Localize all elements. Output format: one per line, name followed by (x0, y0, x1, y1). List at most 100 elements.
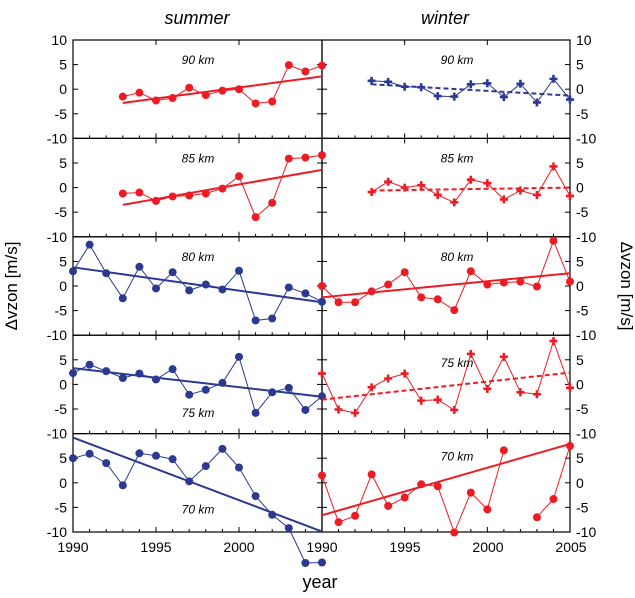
data-point (201, 280, 210, 289)
data-point (516, 388, 525, 397)
data-point (384, 77, 393, 86)
y-tick-label-left: -10 (47, 524, 67, 540)
y-tick-label-left: 0 (59, 81, 67, 97)
data-point (284, 383, 293, 392)
data-point (318, 471, 326, 480)
panel-label: 85 km (182, 151, 215, 165)
data-point (483, 384, 492, 393)
data-point (135, 449, 144, 458)
panel-label: 90 km (441, 53, 474, 67)
series-winter-85-km: 85 km (367, 151, 574, 207)
data-point (351, 511, 360, 520)
data-point (85, 449, 94, 458)
x-tick-label: 1990 (57, 539, 88, 555)
data-point (284, 61, 293, 70)
data-point (351, 408, 360, 417)
series-summer-80-km: 80 km (69, 240, 326, 325)
y-tick-label-right: 0 (576, 376, 584, 392)
y-tick-label-right: 5 (576, 352, 584, 368)
data-point (367, 188, 376, 197)
trend-line (321, 371, 571, 401)
data-point (201, 385, 210, 394)
data-point (566, 383, 574, 392)
data-point (417, 396, 426, 405)
trend-line (321, 272, 571, 299)
data-point (334, 298, 343, 307)
x-tick-label: 2000 (472, 539, 503, 555)
trend-line (72, 436, 323, 533)
data-point (549, 495, 558, 504)
data-point (235, 266, 243, 275)
data-point (102, 367, 111, 376)
series-winter-80-km: 80 km (318, 236, 574, 315)
y-tick-label-left: 5 (59, 57, 67, 73)
data-point (532, 98, 541, 107)
data-point (185, 390, 194, 399)
y-tick-label-left: 10 (51, 32, 67, 48)
y-tick-label-right: -10 (576, 130, 596, 146)
series-summer-90-km: 90 km (118, 53, 326, 108)
y-tick-label-right: -10 (576, 327, 596, 343)
data-point (318, 282, 326, 290)
data-point (301, 289, 310, 298)
x-tick-label: 2005 (555, 539, 586, 555)
data-point (466, 175, 475, 184)
series-line (122, 64, 323, 105)
panel-frame-winter-4 (321, 433, 571, 533)
data-point (433, 395, 442, 404)
data-point (268, 388, 277, 397)
panel-label: 90 km (182, 53, 215, 67)
series-winter-75-km: 75 km (318, 337, 574, 417)
data-point (185, 477, 194, 486)
data-point (185, 83, 194, 92)
data-point (168, 455, 177, 464)
panels-group: 10 10 5 5 0 0 -5 -5 -10 -10 5 5 0 0 -5 -5 -10 -10 5 5 0 0 -5 -5… (47, 32, 596, 567)
y-tick-label-right: 0 (576, 81, 584, 97)
y-tick-label-right: -5 (576, 106, 589, 122)
data-point (384, 374, 393, 383)
data-point (566, 191, 574, 200)
data-point (69, 369, 77, 378)
data-point (367, 76, 376, 85)
data-point (367, 287, 376, 296)
data-point (235, 172, 243, 181)
data-point (483, 280, 492, 289)
panel-frame-winter-3 (321, 334, 571, 435)
data-point (433, 190, 442, 199)
y-tick-label-left: 0 (59, 180, 67, 196)
data-point (218, 86, 227, 95)
y-tick-label-right: -10 (576, 229, 596, 245)
y-tick-label-right: -10 (576, 524, 596, 540)
data-point (466, 80, 475, 89)
y-tick-label-right: 0 (576, 475, 584, 491)
data-point (499, 195, 508, 204)
trend-line (321, 442, 571, 517)
data-point (201, 462, 210, 471)
data-point (135, 88, 144, 97)
y-axis-label-left: Δvzon [m/s] (2, 242, 21, 331)
data-point (168, 192, 177, 201)
data-point (235, 463, 243, 472)
data-point (318, 151, 326, 160)
data-point (118, 374, 127, 383)
y-tick-label-right: 5 (576, 450, 584, 466)
data-point (450, 198, 459, 207)
series-line (371, 165, 571, 204)
data-point (417, 480, 426, 489)
data-point (102, 459, 111, 468)
series-line (321, 339, 571, 414)
data-point (168, 94, 177, 103)
data-point (417, 181, 426, 190)
data-point (301, 67, 310, 76)
data-point (301, 558, 310, 567)
x-axis-label: year (302, 572, 337, 592)
panel-label: 70 km (441, 450, 474, 464)
trend-line (72, 266, 323, 304)
data-point (516, 79, 525, 88)
data-point (400, 493, 409, 502)
data-point (268, 97, 277, 106)
y-tick-label-left: 0 (59, 475, 67, 491)
data-point (499, 93, 508, 102)
series-line (321, 450, 505, 534)
y-tick-label-left: -5 (55, 499, 68, 515)
